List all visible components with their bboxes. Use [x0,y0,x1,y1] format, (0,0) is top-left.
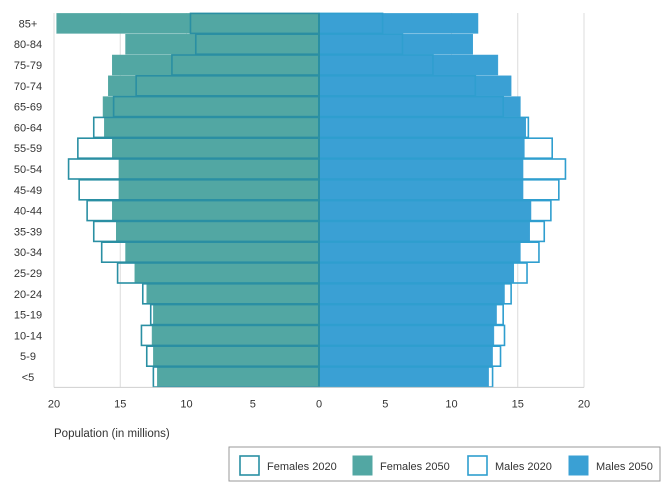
bar-males-2050-15 [318,325,495,346]
bar-females-2050-6 [112,137,320,159]
bar-females-2050-10 [116,221,320,242]
legend-label-3: Males 2050 [596,461,653,473]
age-label-12: 25-29 [14,268,42,280]
x-tick-8: 20 [578,398,590,410]
bar-females-2050-7 [118,158,320,180]
bar-males-2050-2 [318,54,499,76]
axes [54,13,584,388]
legend: Females 2020 Females 2050 Males 2020 Males … [228,446,661,482]
age-label-5: 60-64 [14,122,42,134]
x-tick-0: 20 [48,398,60,410]
bar-females-2050-14 [153,304,320,325]
age-label-4: 65-69 [14,102,42,114]
bar-males-2050-8 [318,179,524,201]
age-label-13: 20-24 [14,289,42,301]
bar-females-2050-17 [157,366,320,388]
bar-males-2050-16 [318,345,493,367]
bar-females-2050-2 [112,54,320,76]
bar-males-2050-17 [318,366,489,388]
age-label-7: 50-54 [14,164,42,176]
bar-males-2050-4 [318,96,521,117]
bar-females-2050-3 [108,75,320,97]
age-group-labels: 85+ 80-84 75-79 70-74 65-69 60-64 55-59 50-54 45… [14,18,42,384]
age-label-17: <5 [22,372,35,384]
bar-females-2050-1 [125,33,320,55]
bar-females-2050-16 [153,345,320,367]
x-tick-3: 5 [250,398,256,410]
age-label-16: 5-9 [20,351,36,363]
bar-males-2050-10 [318,221,530,242]
age-label-14: 15-19 [14,310,42,322]
age-label-2: 75-79 [14,60,42,72]
x-tick-4: 0 [316,398,322,410]
age-label-1: 80-84 [14,39,42,51]
legend-label-1: Females 2050 [380,461,450,473]
age-label-9: 40-44 [14,206,42,218]
bar-females-2050-15 [151,325,320,346]
legend-swatch-3 [568,455,589,476]
bar-females-2050-9 [112,200,320,221]
bars-2050 [56,13,532,388]
bar-males-2050-12 [318,262,515,284]
bar-males-2050-3 [318,75,512,97]
legend-swatch-0 [239,455,260,476]
bar-females-2050-4 [102,96,320,117]
x-tick-6: 10 [445,398,457,410]
bar-males-2050-0 [318,13,479,34]
x-tick-labels: 20 15 10 5 0 5 10 15 20 [48,398,590,410]
bar-females-2050-5 [104,117,320,138]
x-axis-label: Population (in millions) [54,428,170,440]
legend-label-0: Females 2020 [267,461,337,473]
bar-males-2050-14 [318,304,497,325]
bar-females-2050-11 [125,241,320,263]
age-label-6: 55-59 [14,143,42,155]
bar-males-2050-7 [318,158,524,180]
age-label-15: 10-14 [14,330,42,342]
legend-swatch-1 [352,455,373,476]
age-label-8: 45-49 [14,185,42,197]
bar-males-2050-11 [318,241,521,263]
bar-males-2050-1 [318,33,473,55]
age-label-0: 85+ [19,18,38,30]
bar-males-2050-5 [318,117,526,138]
x-tick-5: 5 [382,398,388,410]
age-label-10: 35-39 [14,226,42,238]
x-tick-1: 15 [114,398,126,410]
bar-males-2050-9 [318,200,532,221]
age-label-3: 70-74 [14,81,42,93]
age-label-11: 30-34 [14,247,42,259]
bar-females-2050-12 [134,262,320,284]
x-tick-7: 15 [512,398,524,410]
x-tick-2: 10 [180,398,192,410]
bar-females-2050-13 [146,283,320,305]
bar-males-2050-13 [318,283,505,305]
bar-males-2050-6 [318,137,525,159]
bar-females-2050-0 [56,13,320,34]
legend-swatch-2 [467,455,488,476]
legend-label-2: Males 2020 [495,461,552,473]
bar-females-2050-8 [118,179,320,201]
